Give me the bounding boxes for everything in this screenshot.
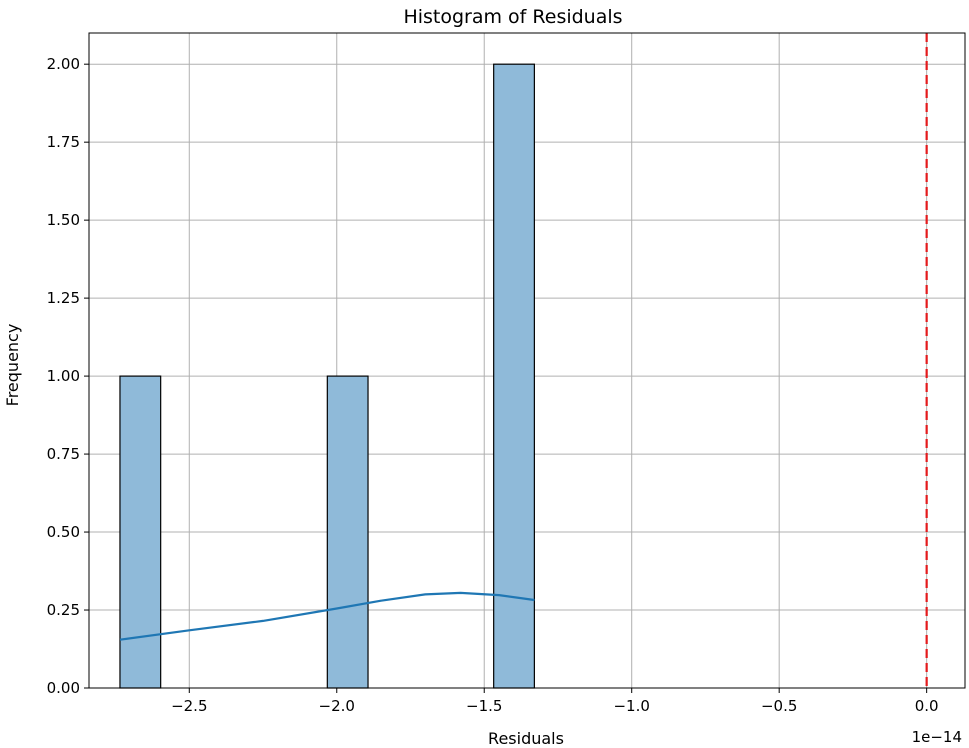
y-tick-label: 0.00 — [47, 679, 80, 697]
y-tick-label: 1.00 — [47, 367, 80, 385]
y-tick-label: 0.75 — [47, 445, 80, 463]
x-tick-label: −1.5 — [466, 697, 502, 715]
y-axis-ticks: 0.00 0.25 0.50 0.75 1.00 1.25 1.50 1.75 2.00 — [47, 55, 89, 697]
x-axis-label: Residuals — [488, 729, 564, 748]
x-axis-offset-label: 1e−14 — [912, 728, 962, 746]
x-tick-label: −1.0 — [613, 697, 649, 715]
y-tick-label: 1.75 — [47, 133, 80, 151]
y-tick-label: 1.50 — [47, 211, 80, 229]
histogram-bar — [493, 63, 535, 689]
x-tick-label: −2.5 — [171, 697, 207, 715]
x-tick-label: −2.0 — [319, 697, 355, 715]
y-axis-label: Frequency — [3, 324, 22, 407]
histogram-bar — [119, 375, 162, 689]
y-tick-label: 0.25 — [47, 601, 80, 619]
x-tick-label: 0.0 — [915, 697, 939, 715]
kde-curve-group — [119, 591, 535, 641]
y-tick-label: 1.25 — [47, 289, 80, 307]
plot-frame — [88, 32, 966, 689]
chart-title: Histogram of Residuals — [403, 6, 622, 28]
kde-curve — [119, 591, 535, 641]
x-axis-ticks: −2.5 −2.0 −1.5 −1.0 −0.5 0.0 — [171, 688, 939, 715]
y-tick-label: 0.50 — [47, 523, 80, 541]
x-tick-label: −0.5 — [761, 697, 797, 715]
histogram-bars — [119, 63, 535, 689]
y-tick-label: 2.00 — [47, 55, 80, 73]
histogram-bar — [326, 375, 369, 689]
